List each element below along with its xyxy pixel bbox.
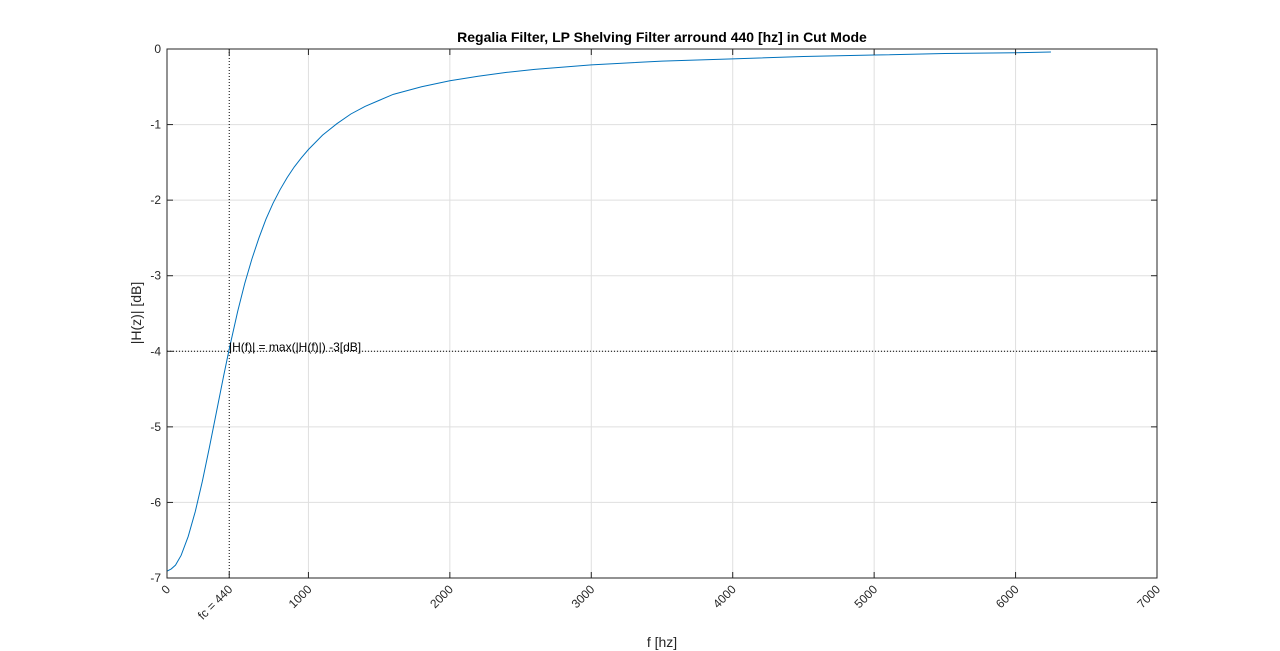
y-axis-label: |H(z)| [dB] <box>128 282 144 345</box>
x-tick-label: 1000 <box>286 582 315 611</box>
x-tick-label: 3000 <box>569 582 598 611</box>
y-tick-label: -2 <box>150 193 161 207</box>
level-annotation: |H(f)| = max(|H(f)|) -3[dB] <box>229 340 361 354</box>
y-tick-label: -7 <box>150 571 161 585</box>
x-tick-label: 2000 <box>427 582 456 611</box>
y-tick-label: 0 <box>154 42 161 56</box>
chart-title: Regalia Filter, LP Shelving Filter arrou… <box>457 29 867 45</box>
x-tick-label: 5000 <box>851 582 880 611</box>
y-tick-label: -6 <box>150 495 161 509</box>
x-tick-label: fc = 440 <box>195 582 236 623</box>
series-line <box>166 51 1051 572</box>
reference-lines <box>167 49 1157 578</box>
y-tick-label: -1 <box>150 118 161 132</box>
plot-frame <box>166 48 1158 579</box>
x-axis-label: f [hz] <box>647 634 677 650</box>
y-tick-label: -3 <box>150 269 161 283</box>
x-tick-label: 4000 <box>710 582 739 611</box>
y-tick-labels: 0 -1 -2 -3 -4 -5 -6 -7 <box>150 42 161 585</box>
y-tick-label: -4 <box>150 344 161 358</box>
x-tick-label: 6000 <box>993 582 1022 611</box>
plot-background <box>167 49 1157 578</box>
x-tick-labels: 0 fc = 440 1000 2000 3000 4000 5000 6000 7000 <box>158 582 1163 623</box>
y-tick-label: -5 <box>150 420 161 434</box>
x-tick-label: 7000 <box>1134 582 1163 611</box>
ticks <box>166 48 1158 579</box>
